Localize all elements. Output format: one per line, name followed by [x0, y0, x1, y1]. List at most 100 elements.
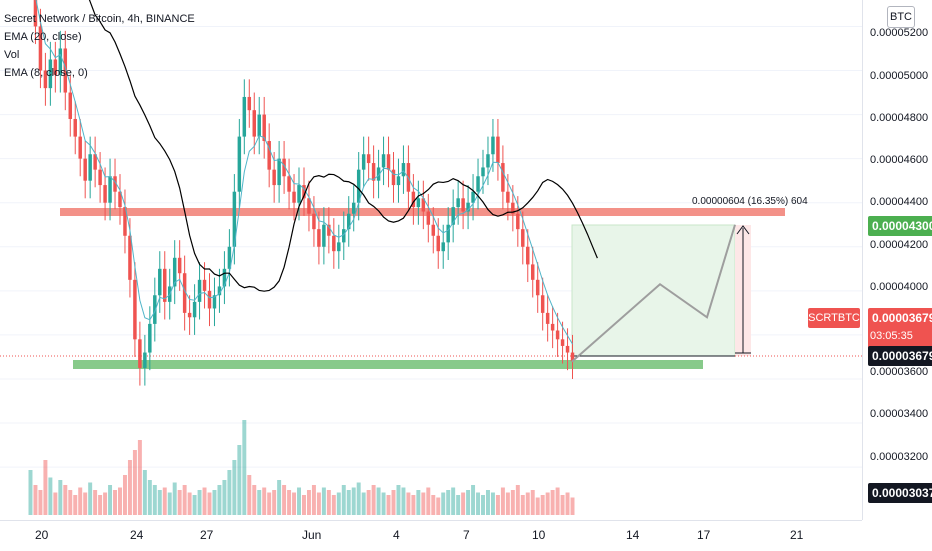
volume-bar: [113, 490, 118, 515]
candle-body: [177, 257, 182, 274]
volume-bar: [550, 490, 555, 515]
volume-bar: [43, 460, 48, 515]
candle-body: [540, 295, 545, 313]
volume-bar: [127, 460, 132, 515]
volume-bar: [237, 445, 242, 515]
candle-body: [322, 224, 326, 247]
volume-bar: [376, 487, 381, 515]
volume-bar: [366, 490, 371, 515]
volume-bar: [545, 492, 550, 515]
volume-bar: [78, 487, 83, 515]
volume-bar: [336, 492, 341, 515]
candle-body: [416, 198, 421, 208]
candle-body: [242, 96, 247, 137]
volume-bar: [356, 482, 361, 515]
ema-8-offset-line: [88, 0, 598, 292]
volume-bar: [103, 492, 108, 515]
volume-bar: [311, 485, 316, 515]
volume-bar: [446, 490, 451, 515]
volume-bar: [108, 485, 113, 515]
volume-bar: [172, 482, 177, 515]
candle-body: [307, 198, 311, 214]
candle-body: [386, 154, 391, 170]
volume-bar: [346, 490, 351, 515]
volume-bar: [476, 492, 481, 515]
candle-body: [98, 169, 102, 186]
candle-body: [511, 202, 515, 214]
volume-bar: [396, 485, 401, 515]
volume-bar: [247, 475, 252, 515]
candle-body: [332, 235, 336, 252]
candle-body: [33, 0, 38, 27]
candle-body: [521, 229, 525, 247]
candle-body: [207, 290, 212, 309]
candle-body: [267, 141, 271, 170]
volume-bar: [386, 495, 391, 515]
candle-body: [287, 176, 291, 192]
candle-body: [441, 242, 445, 252]
volume-bar: [83, 492, 88, 515]
volume-bar: [555, 487, 560, 515]
candle-body: [446, 224, 450, 243]
candle-body: [247, 96, 252, 111]
volume-bar: [302, 495, 306, 515]
volume-bar: [401, 487, 406, 515]
volume-bar: [391, 490, 396, 515]
candle-body: [217, 286, 222, 296]
volume-bar: [63, 485, 68, 515]
candle-body: [337, 242, 341, 252]
price-tick: 0.00004200: [870, 239, 929, 251]
candle-body: [227, 246, 232, 269]
candle-body: [277, 158, 281, 186]
price-axis[interactable]: [862, 0, 932, 520]
candle-body: [361, 154, 366, 170]
candle-body: [356, 169, 361, 203]
volume-bar: [222, 480, 227, 515]
volume-bar: [351, 487, 356, 515]
candle-body: [222, 268, 227, 287]
candle-body: [302, 185, 306, 199]
candle-body: [565, 345, 570, 353]
volume-bar: [535, 497, 540, 515]
candle-body: [312, 213, 316, 230]
candle-body: [93, 154, 97, 170]
volume-bar: [132, 450, 137, 515]
volume-bars: [28, 420, 575, 515]
time-label: 10: [532, 528, 546, 542]
volume-bar: [257, 490, 262, 515]
candle-body: [401, 163, 406, 177]
candle-body: [411, 191, 416, 208]
price-tick: 0.00004800: [870, 112, 929, 124]
candle-body: [506, 191, 510, 203]
legend-ema8[interactable]: EMA (8, close, 0): [4, 67, 88, 79]
legend-symbol[interactable]: Secret Network / Bitcoin, 4h, BINANCE: [4, 13, 195, 25]
candle-body: [133, 279, 137, 340]
legend-vol[interactable]: Vol: [4, 49, 20, 61]
candle-body: [530, 264, 535, 280]
price-tick: 0.00004400: [870, 196, 929, 208]
currency-badge[interactable]: BTC: [887, 6, 915, 28]
candle-body: [451, 207, 455, 225]
volume-bar: [157, 490, 162, 515]
volume-bar: [485, 490, 490, 515]
price-tick: 0.00005200: [870, 27, 929, 39]
volume-bar: [48, 477, 53, 515]
volume-bar: [292, 492, 297, 515]
time-axis[interactable]: [0, 520, 862, 551]
price-tick: 0.00005000: [870, 70, 929, 82]
current-price-tag: 0.00003679: [868, 308, 932, 350]
candle-body: [471, 191, 475, 203]
volume-bar: [456, 495, 461, 515]
volume-bar: [441, 492, 446, 515]
candle-body: [516, 213, 520, 230]
volume-bar: [202, 487, 207, 515]
candle-body: [197, 279, 202, 302]
legend-ema20[interactable]: EMA (20, close): [4, 31, 82, 43]
bar-countdown: 03:05:35: [870, 330, 913, 342]
candle-body: [182, 273, 187, 313]
candle-body: [371, 163, 376, 181]
volume-bar: [192, 495, 197, 515]
candle-body: [526, 246, 530, 265]
candle-body: [282, 158, 286, 177]
